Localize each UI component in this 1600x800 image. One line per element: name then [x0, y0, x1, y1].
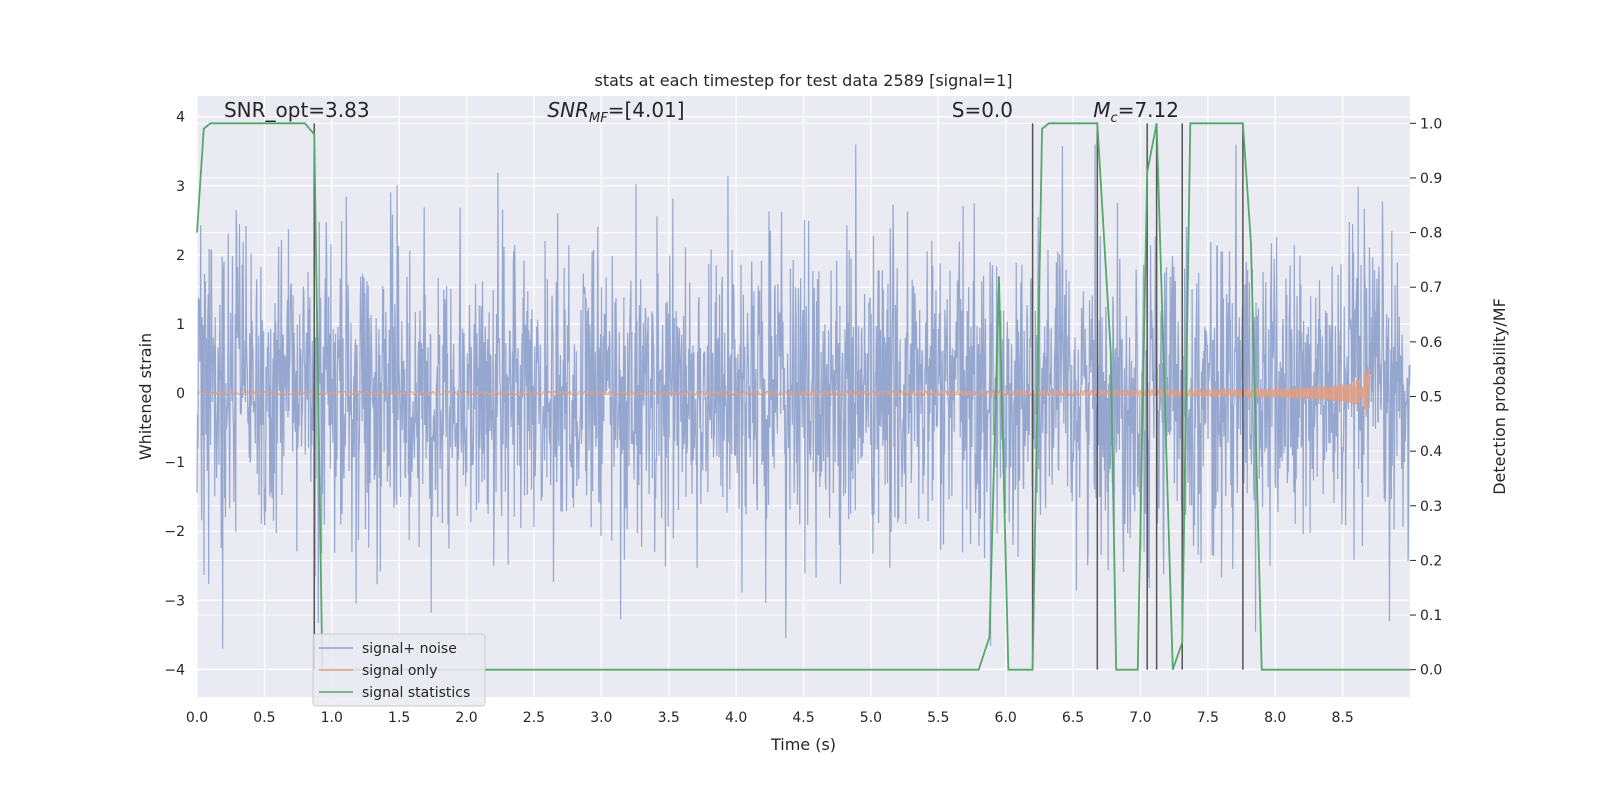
y2-axis-ticks: 0.0 0.1 0.2 0.3 0.4 0.5 0.6 0.7 0.8 0.9 1.0 — [1410, 116, 1442, 679]
y2-tick-label: 0.1 — [1420, 608, 1442, 624]
legend-box — [312, 633, 486, 707]
x-tick-label: 8.5 — [1331, 710, 1353, 726]
x-axis-ticks: 0.0 0.5 1.0 1.5 2.0 2.5 3.0 3.5 4.0 4.5 5.0 5.5 6.0 6… — [186, 710, 1354, 726]
legend: signal+ noise signal only signal statist… — [312, 633, 486, 707]
signal-noise-line — [196, 144, 1411, 649]
y2-tick-label: 0.0 — [1420, 663, 1442, 679]
y-tick-label: 0 — [176, 386, 185, 402]
y-tick-label: −4 — [164, 662, 185, 678]
annotation-part: =[4.01] — [608, 98, 685, 122]
signal-statistics-line — [196, 122, 1410, 671]
y2-tick-label: 0.9 — [1420, 171, 1442, 187]
y-axis-label: Whitened strain — [136, 333, 155, 460]
y2-tick-label: 0.4 — [1420, 444, 1442, 460]
signal-only-line — [196, 368, 1371, 413]
x-tick-label: 6.0 — [995, 710, 1017, 726]
annotation-part: SNR — [547, 98, 589, 122]
signal-statistics-series — [196, 122, 1410, 671]
legend-label-signal-statistics: signal statistics — [362, 685, 470, 701]
signal-noise-series — [196, 144, 1411, 649]
x-tick-label: 6.5 — [1062, 710, 1084, 726]
y2-tick-label: 0.7 — [1420, 280, 1442, 296]
annotation-part: M — [1093, 98, 1110, 122]
signal-only-series — [196, 368, 1371, 413]
y2-tick-label: 0.8 — [1420, 226, 1442, 242]
y-tick-label: 1 — [176, 317, 185, 333]
x-tick-label: 3.5 — [658, 710, 680, 726]
y-tick-label: 2 — [176, 248, 185, 264]
annotation-text: Mc=7.12 — [1093, 98, 1179, 126]
legend-label-signal-noise: signal+ noise — [362, 641, 457, 657]
x-tick-label: 7.0 — [1129, 710, 1151, 726]
x-tick-label: 7.5 — [1197, 710, 1219, 726]
x-tick-label: 1.5 — [388, 710, 410, 726]
y-tick-label: −1 — [164, 455, 185, 471]
x-tick-label: 0.0 — [186, 710, 208, 726]
y-tick-label: −3 — [164, 593, 185, 609]
legend-label-signal-only: signal only — [362, 663, 437, 679]
y2-tick-label: 0.2 — [1420, 553, 1442, 569]
annotation-subscript: MF — [589, 111, 608, 126]
annotation-text: S=0.0 — [952, 98, 1013, 122]
x-tick-label: 0.5 — [253, 710, 275, 726]
y-axis-ticks: −4 −3 −2 −1 0 1 2 3 4 — [164, 110, 185, 679]
y2-axis-label: Detection probability/MF — [1490, 298, 1509, 495]
y2-tick-label: 0.5 — [1420, 390, 1442, 406]
x-tick-label: 2.5 — [523, 710, 545, 726]
x-tick-label: 5.5 — [927, 710, 949, 726]
x-tick-label: 4.5 — [792, 710, 814, 726]
annotation-text: SNR_opt=3.83 — [224, 98, 370, 122]
y-tick-label: −2 — [164, 524, 185, 540]
x-tick-label: 8.0 — [1264, 710, 1286, 726]
y-tick-label: 3 — [176, 179, 185, 195]
x-axis-label: Time (s) — [770, 735, 836, 754]
annotation-text: SNRMF=[4.01] — [547, 98, 684, 126]
y2-tick-label: 0.6 — [1420, 335, 1442, 351]
y2-tick-label: 1.0 — [1420, 116, 1442, 132]
chart-title: stats at each timestep for test data 258… — [594, 71, 1012, 90]
x-tick-label: 1.0 — [321, 710, 343, 726]
annotations: SNR_opt=3.83 SNRMF=[4.01] S=0.0 Mc=7.12 — [224, 98, 1179, 126]
annotation-part: =7.12 — [1118, 98, 1179, 122]
x-tick-label: 5.0 — [860, 710, 882, 726]
y2-tick-label: 0.3 — [1420, 499, 1442, 515]
y-tick-label: 4 — [176, 110, 185, 126]
x-tick-label: 4.0 — [725, 710, 747, 726]
x-tick-label: 3.0 — [590, 710, 612, 726]
x-tick-label: 2.0 — [455, 710, 477, 726]
annotation-subscript: c — [1111, 111, 1118, 126]
